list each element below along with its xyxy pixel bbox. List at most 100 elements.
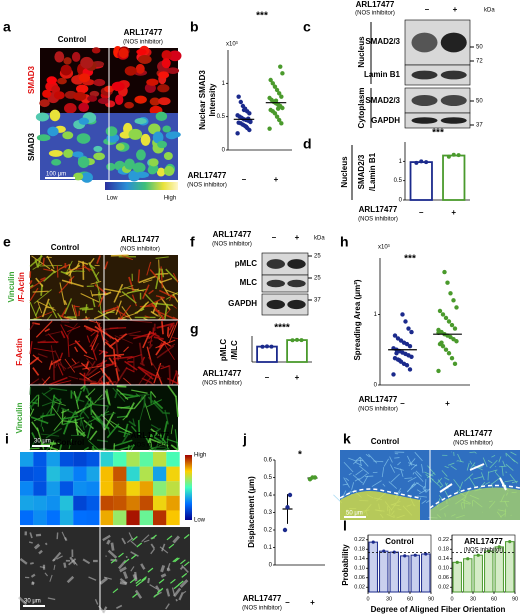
colorbar-label: High [164, 196, 176, 202]
fiber [469, 451, 475, 454]
fiber [416, 489, 421, 493]
fiber [57, 363, 64, 376]
fiber [92, 299, 96, 308]
fiber [437, 477, 443, 484]
heatmap-cell [46, 510, 60, 526]
fiber [121, 306, 133, 321]
data-point [277, 91, 282, 96]
fiber [426, 472, 435, 479]
fiber [439, 485, 443, 489]
fiber [142, 284, 150, 299]
fiber [444, 477, 450, 481]
category-label: – [285, 598, 290, 607]
fiber [125, 367, 135, 373]
fiber [149, 434, 166, 445]
heatmap-cell [59, 452, 74, 467]
fiber [32, 367, 40, 376]
fiber [40, 413, 56, 418]
nucleus [136, 149, 146, 161]
nucleus [152, 131, 164, 144]
fiber [91, 293, 109, 296]
category-label: – [419, 208, 424, 217]
fiber [66, 575, 75, 584]
fiber [358, 473, 368, 481]
nucleus [78, 102, 90, 112]
fiber [68, 558, 77, 566]
fiber [40, 276, 46, 281]
displacement-arrow [110, 558, 117, 564]
y-axis-label: pMLC [219, 339, 228, 361]
fiber [142, 279, 153, 284]
colorbar-label: Low [194, 518, 206, 524]
fiber [166, 567, 171, 572]
kda-marker: 50 [476, 99, 483, 105]
fiber [135, 393, 141, 398]
fiber [93, 342, 99, 353]
fiber [147, 339, 153, 344]
nucleus [135, 63, 145, 74]
panel-label: c [303, 19, 311, 35]
heatmap-cell [113, 495, 127, 511]
fiber [132, 418, 136, 427]
bar [409, 161, 433, 201]
fiber [98, 349, 109, 354]
y-tick-label: 1 [374, 312, 378, 318]
fiber [59, 352, 64, 359]
fiber [356, 459, 364, 462]
fiber [424, 471, 434, 477]
fiber [45, 427, 62, 439]
band-label: GAPDH [228, 299, 257, 308]
fiber [121, 430, 131, 444]
y-tick-label: 0.14 [354, 556, 365, 562]
heatmap-cell [86, 481, 100, 496]
cell-region [430, 487, 520, 520]
x-tick-label: 60 [407, 596, 413, 602]
nucleus [134, 117, 147, 125]
fiber [96, 255, 101, 264]
fiber [83, 446, 90, 451]
fiber [103, 576, 112, 580]
y-axis-label: SMAD2/3 [357, 154, 366, 189]
fiber [68, 375, 79, 380]
data-point [290, 338, 295, 343]
kda-marker: 37 [476, 123, 483, 129]
fiber [34, 306, 41, 317]
x-tick-label: 0 [450, 596, 453, 602]
fiber [73, 403, 93, 415]
heatmap-cell [153, 452, 167, 467]
fiber [165, 588, 171, 597]
fiber [85, 361, 90, 369]
nucleus [78, 117, 90, 125]
fiber [414, 451, 423, 462]
fiber [149, 446, 167, 449]
fiber [89, 320, 101, 324]
fiber [488, 469, 498, 473]
y-tick-label: 0.06 [354, 575, 365, 581]
fiber [161, 321, 164, 335]
boundary [429, 484, 520, 509]
data-point [437, 308, 443, 314]
band [287, 279, 306, 288]
fiber [68, 263, 73, 285]
fiber [29, 378, 40, 386]
y-tick-label: 0.10 [354, 566, 365, 572]
fiber [88, 576, 97, 581]
scale-bar-label: 100 μm [46, 172, 66, 178]
fiber [74, 421, 86, 436]
axis-multiplier: x10³ [378, 245, 390, 251]
fiber [150, 390, 157, 398]
fiber [181, 564, 189, 573]
column-header: ARL17477 [131, 431, 170, 440]
fiber [61, 415, 79, 421]
column-subheader: (NOS inhibitor) [453, 441, 493, 447]
fiber [348, 457, 358, 462]
data-point [451, 298, 456, 303]
panel-label: j [242, 431, 247, 447]
nucleus [166, 67, 180, 75]
fiber [83, 324, 99, 333]
heatmap-cell [33, 495, 47, 511]
x-tick-label: 90 [512, 596, 518, 602]
heatmap-cell [59, 495, 74, 511]
fiber [130, 551, 139, 557]
panel-label: e [3, 234, 11, 250]
